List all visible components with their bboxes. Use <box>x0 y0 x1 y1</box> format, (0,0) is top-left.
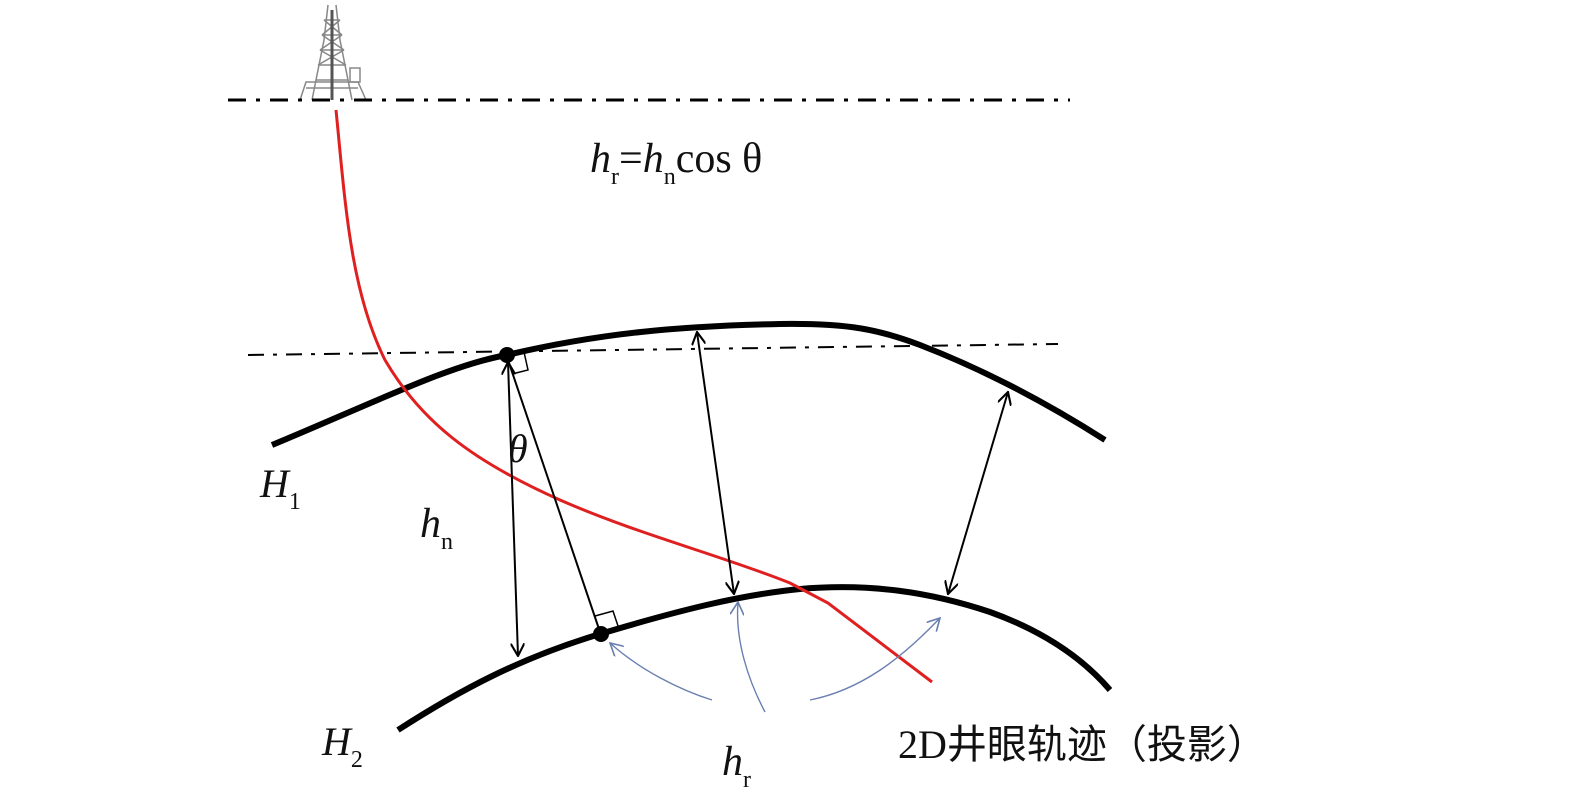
formula-rhs: h <box>642 136 664 182</box>
formula-lhs-sub: r <box>611 164 619 190</box>
hr-pointer <box>809 618 940 701</box>
horizon-H1 <box>270 320 1107 448</box>
formula-lhs: h <box>590 136 611 182</box>
H2-text: H <box>322 719 351 764</box>
hr-pointer <box>610 643 713 701</box>
drilling-rig-icon <box>299 4 367 101</box>
horizon-H2 <box>396 584 1113 733</box>
hr-pointer <box>738 602 766 713</box>
right-angle-mark <box>594 610 619 627</box>
H1-sub: 1 <box>288 489 301 515</box>
theta-label: θ <box>508 426 528 471</box>
horizontal-reference-line <box>247 343 1059 356</box>
thickness-arrow-right <box>948 392 1008 594</box>
hn-label: hn <box>420 500 453 556</box>
trajectory-label: 2D井眼轨迹（投影） <box>898 722 1267 767</box>
formula-tail: cos θ <box>675 136 763 182</box>
formula: hr=hncos θ <box>590 135 762 191</box>
well-trajectory <box>334 109 933 684</box>
formula-rhs-sub: n <box>663 164 676 190</box>
H1-label: H1 <box>260 460 301 516</box>
hn-text: h <box>420 501 441 547</box>
H1-text: H <box>260 461 289 506</box>
hr-label: hr <box>722 738 751 794</box>
hr-sub: r <box>743 767 751 793</box>
point-H1 <box>499 347 515 363</box>
point-H2 <box>593 626 609 642</box>
right-angle-mark <box>511 351 529 375</box>
normal-line <box>507 359 601 633</box>
hr-text: h <box>722 739 743 785</box>
H2-sub: 2 <box>350 747 363 773</box>
formula-eq: = <box>619 136 643 182</box>
hn-sub: n <box>441 529 453 555</box>
thickness-arrow-mid <box>697 332 734 594</box>
H2-label: H2 <box>322 718 363 774</box>
hn-arrow <box>508 362 518 656</box>
